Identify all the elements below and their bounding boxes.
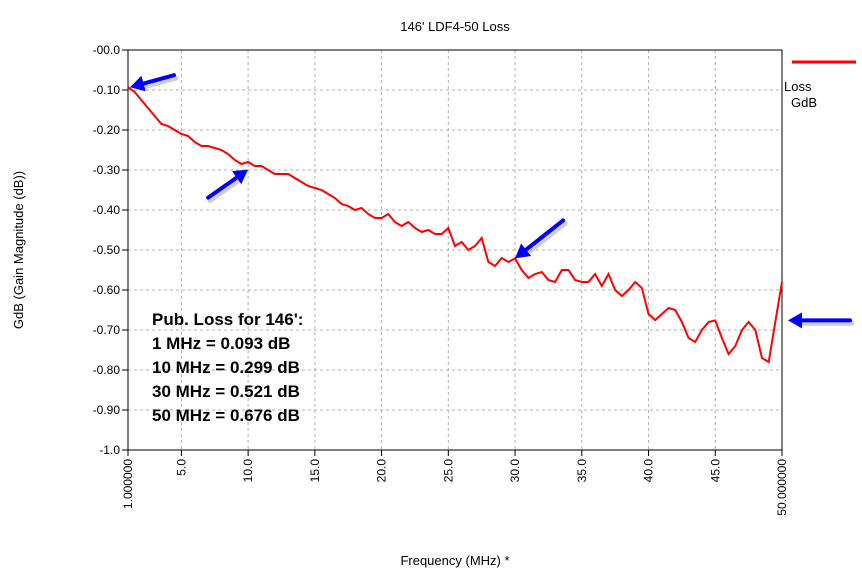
annotation-block: Pub. Loss for 146': 1 MHz = 0.093 dB 10 … xyxy=(152,310,303,425)
pointer-arrow xyxy=(515,218,568,259)
annotation-line: 50 MHz = 0.676 dB xyxy=(152,406,300,425)
y-tick-label: -0.50 xyxy=(93,243,121,257)
x-axis-ticks: 1.000000 5.0 10.0 15.0 20.0 25.0 30.0 35.0 40.0 4… xyxy=(121,450,789,516)
x-tick-label: 40.0 xyxy=(642,459,656,483)
y-tick-label: -0.10 xyxy=(93,83,121,97)
x-tick-label: 20.0 xyxy=(375,459,389,483)
x-tick-label: 1.000000 xyxy=(121,459,135,509)
annotation-line: 30 MHz = 0.521 dB xyxy=(152,382,300,401)
x-axis-title: Frequency (MHz) * xyxy=(400,553,509,568)
legend-label: Loss xyxy=(784,79,812,94)
y-tick-label: -0.40 xyxy=(93,203,121,217)
annotation-line: 1 MHz = 0.093 dB xyxy=(152,334,290,353)
y-axis-title: GdB (Gain Magnitude (dB)) xyxy=(11,171,26,329)
chart-title: 146' LDF4-50 Loss xyxy=(400,19,510,34)
y-tick-label: -0.30 xyxy=(93,163,121,177)
pointer-arrow xyxy=(130,73,179,92)
y-tick-label: -0.80 xyxy=(93,363,121,377)
annotation-line: Pub. Loss for 146': xyxy=(152,310,303,329)
y-tick-label: -0.20 xyxy=(93,123,121,137)
y-axis-ticks: -00.0 -0.10 -0.20 -0.30 -0.40 -0.50 -0.60 -0.70… xyxy=(93,43,128,457)
x-tick-label: 35.0 xyxy=(575,459,589,483)
series-line-loss xyxy=(127,86,783,364)
x-tick-label: 30.0 xyxy=(508,459,522,483)
annotation-line: 10 MHz = 0.299 dB xyxy=(152,358,300,377)
legend-sublabel: GdB xyxy=(791,95,817,110)
y-tick-label: -0.90 xyxy=(93,403,121,417)
pointer-arrow xyxy=(788,312,855,329)
x-tick-label: 50.000000 xyxy=(775,459,789,516)
y-tick-label: -00.0 xyxy=(93,43,121,57)
y-tick-label: -0.70 xyxy=(93,323,121,337)
grid xyxy=(128,50,782,450)
x-tick-label: 45.0 xyxy=(708,459,722,483)
y-tick-label: -0.60 xyxy=(93,283,121,297)
y-tick-label: -1.0 xyxy=(99,443,120,457)
x-tick-label: 25.0 xyxy=(441,459,455,483)
x-tick-label: 5.0 xyxy=(174,459,188,476)
x-tick-label: 10.0 xyxy=(241,459,255,483)
arrow-annotations xyxy=(130,73,855,329)
pointer-arrow xyxy=(206,169,249,204)
legend: Loss GdB xyxy=(784,60,856,110)
x-tick-label: 15.0 xyxy=(308,459,322,483)
